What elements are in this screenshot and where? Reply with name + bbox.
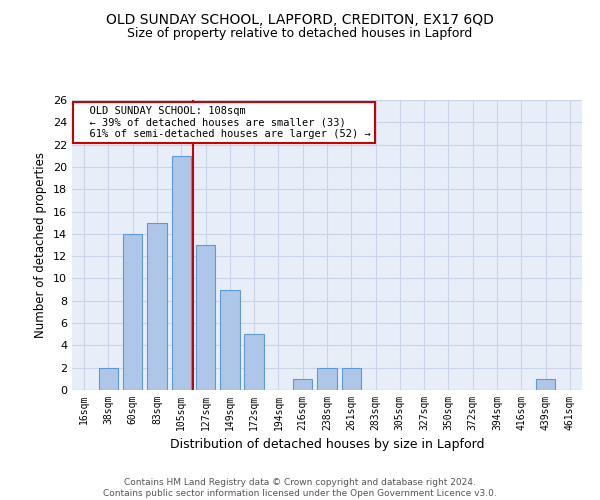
Bar — [147, 222, 167, 390]
Bar — [196, 245, 215, 390]
Text: Size of property relative to detached houses in Lapford: Size of property relative to detached ho… — [127, 28, 473, 40]
Text: OLD SUNDAY SCHOOL: 108sqm
  ← 39% of detached houses are smaller (33)
  61% of s: OLD SUNDAY SCHOOL: 108sqm ← 39% of detac… — [77, 106, 371, 139]
Bar — [99, 368, 118, 390]
Bar — [220, 290, 239, 390]
Bar — [244, 334, 264, 390]
X-axis label: Distribution of detached houses by size in Lapford: Distribution of detached houses by size … — [170, 438, 484, 452]
Bar — [123, 234, 142, 390]
Bar — [536, 379, 555, 390]
Text: OLD SUNDAY SCHOOL, LAPFORD, CREDITON, EX17 6QD: OLD SUNDAY SCHOOL, LAPFORD, CREDITON, EX… — [106, 12, 494, 26]
Bar — [293, 379, 313, 390]
Text: Contains HM Land Registry data © Crown copyright and database right 2024.
Contai: Contains HM Land Registry data © Crown c… — [103, 478, 497, 498]
Y-axis label: Number of detached properties: Number of detached properties — [34, 152, 47, 338]
Bar — [172, 156, 191, 390]
Bar — [341, 368, 361, 390]
Bar — [317, 368, 337, 390]
